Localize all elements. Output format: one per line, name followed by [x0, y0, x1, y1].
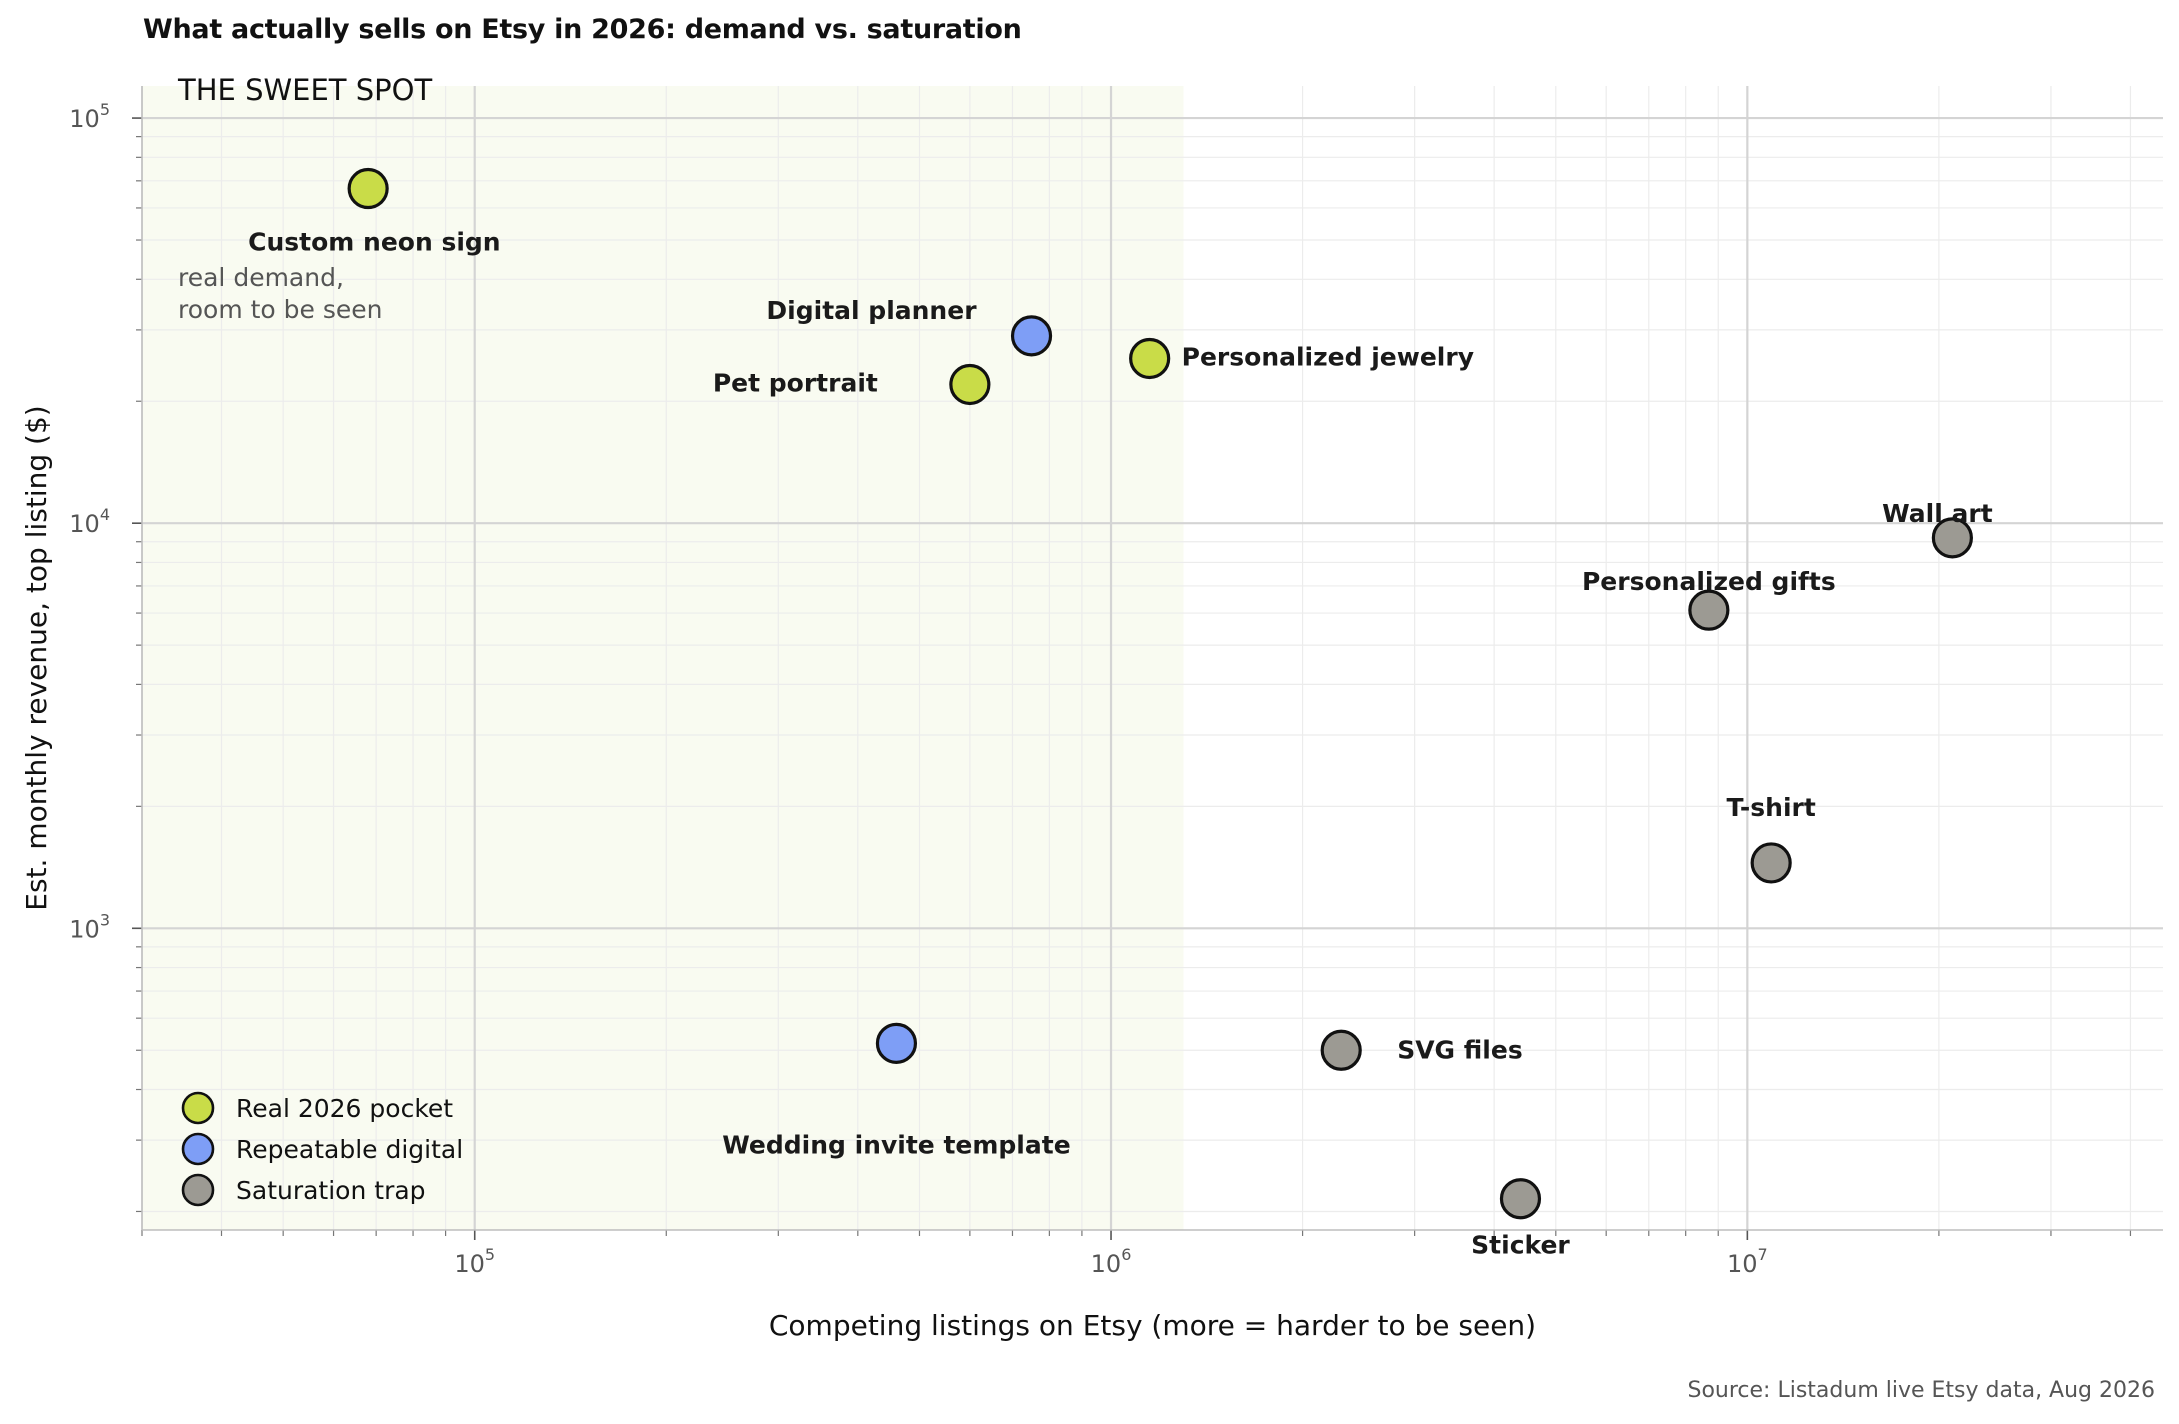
data-point: [347, 167, 389, 210]
data-point: [1010, 315, 1053, 357]
axes: 105 106 107 103 104 105: [69, 86, 2163, 1278]
legend-label: Saturation trap: [236, 1176, 426, 1205]
x-tick-label: 107: [1727, 1245, 1768, 1278]
point-label: Pet portrait: [713, 368, 878, 397]
x-tick-label: 106: [1091, 1245, 1132, 1278]
legend-marker: [181, 1173, 215, 1207]
data-points: [347, 167, 1973, 1220]
sweet-spot-subtitle: real demand,: [178, 263, 344, 292]
sweet-spot-subtitle: room to be seen: [178, 295, 383, 324]
data-point: [1750, 842, 1792, 884]
data-point: [1499, 1178, 1542, 1220]
y-tick-label: 104: [69, 505, 110, 538]
grid-major: [142, 86, 2163, 1230]
sweet-spot-zone: [142, 86, 1184, 1230]
point-label: Wall art: [1882, 499, 1993, 528]
point-label: Sticker: [1471, 1231, 1570, 1260]
x-axis-label: Competing listings on Etsy (more = harde…: [769, 1309, 1536, 1342]
grid-minor: [141, 86, 2163, 1230]
point-label: Digital planner: [766, 296, 977, 325]
point-label: SVG files: [1397, 1035, 1523, 1064]
sweet-spot-title: THE SWEET SPOT: [177, 73, 432, 107]
data-point: [1129, 337, 1171, 380]
data-point: [1320, 1029, 1362, 1071]
y-tick-label: 103: [69, 910, 110, 943]
point-labels: Custom neon sign Digital planner Personali…: [248, 228, 1993, 1260]
source-note: Source: Listadum live Etsy data, Aug 202…: [1687, 1378, 2156, 1403]
legend-label: Real 2026 pocket: [236, 1094, 453, 1123]
legend-marker: [181, 1091, 215, 1125]
point-label: Personalized jewelry: [1182, 342, 1474, 371]
point-label: Wedding invite template: [722, 1130, 1070, 1159]
sweet-spot-text: THE SWEET SPOT real demand, room to be see…: [177, 73, 432, 324]
legend-label: Repeatable digital: [236, 1135, 463, 1164]
chart-title: What actually sells on Etsy in 2026: dem…: [143, 14, 1022, 45]
legend-marker: [181, 1132, 215, 1166]
legend: Real 2026 pocket Repeatable digital Satura…: [181, 1091, 463, 1207]
point-label: Personalized gifts: [1582, 567, 1836, 596]
x-tick-label: 105: [454, 1245, 495, 1278]
y-tick-label: 105: [69, 100, 110, 133]
data-point: [875, 1022, 918, 1064]
y-axis-label: Est. monthly revenue, top listing ($): [20, 405, 53, 910]
point-label: T-shirt: [1727, 793, 1816, 822]
data-point: [949, 363, 991, 406]
data-point: [1931, 517, 1973, 559]
data-point: [1688, 589, 1730, 631]
point-label: Custom neon sign: [248, 228, 500, 257]
